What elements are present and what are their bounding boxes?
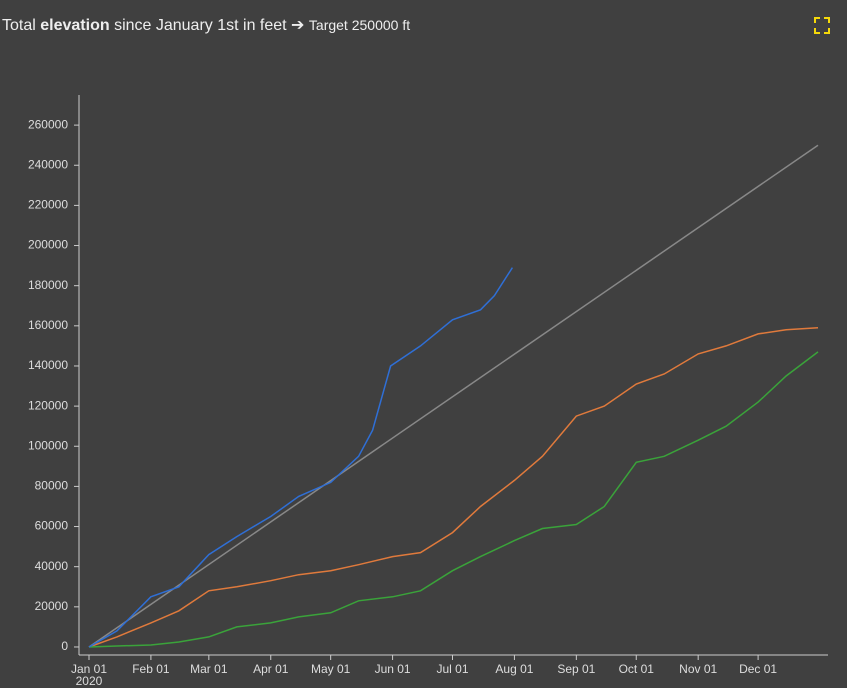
y-tick-label: 220000 bbox=[28, 198, 68, 212]
y-tick-label: 40000 bbox=[35, 559, 69, 573]
series-line bbox=[88, 267, 514, 648]
title-target: Target 250000 ft bbox=[308, 17, 411, 33]
y-tick-label: 140000 bbox=[28, 358, 68, 372]
x-tick-label: Oct 01 bbox=[619, 662, 655, 676]
x-tick-label: Dec 01 bbox=[739, 662, 777, 676]
x-tick-label: Sep 01 bbox=[557, 662, 595, 676]
y-tick-label: 80000 bbox=[35, 479, 69, 493]
y-tick-label: 0 bbox=[61, 639, 68, 653]
series-line bbox=[88, 351, 819, 648]
x-tick-label: Jul 01 bbox=[436, 662, 468, 676]
y-tick-label: 20000 bbox=[35, 599, 69, 613]
title-text: Total bbox=[2, 17, 36, 34]
y-tick-label: 240000 bbox=[28, 157, 68, 171]
y-tick-label: 60000 bbox=[35, 519, 69, 533]
x-tick-label: Feb 01 bbox=[132, 662, 170, 676]
x-year-label: 2020 bbox=[76, 674, 103, 688]
title-emphasis: elevation bbox=[40, 17, 110, 34]
y-tick-label: 180000 bbox=[28, 278, 68, 292]
chart-title: Total elevation since January 1st in fee… bbox=[2, 15, 410, 35]
x-tick-label: May 01 bbox=[311, 662, 351, 676]
y-tick-label: 120000 bbox=[28, 398, 68, 412]
y-tick-label: 260000 bbox=[28, 117, 68, 131]
x-tick-label: Nov 01 bbox=[679, 662, 717, 676]
y-tick-label: 100000 bbox=[28, 438, 68, 452]
series-line bbox=[88, 144, 819, 648]
x-tick-label: Apr 01 bbox=[253, 662, 289, 676]
series-line bbox=[88, 327, 819, 648]
x-tick-label: Jan 01 bbox=[71, 662, 107, 676]
fullscreen-icon[interactable] bbox=[814, 17, 830, 34]
y-tick-label: 200000 bbox=[28, 238, 68, 252]
x-tick-label: Jun 01 bbox=[375, 662, 411, 676]
x-tick-label: Mar 01 bbox=[190, 662, 228, 676]
y-tick-label: 160000 bbox=[28, 318, 68, 332]
x-tick-label: Aug 01 bbox=[495, 662, 533, 676]
title-text: since January 1st in feet ➔ bbox=[114, 17, 305, 34]
